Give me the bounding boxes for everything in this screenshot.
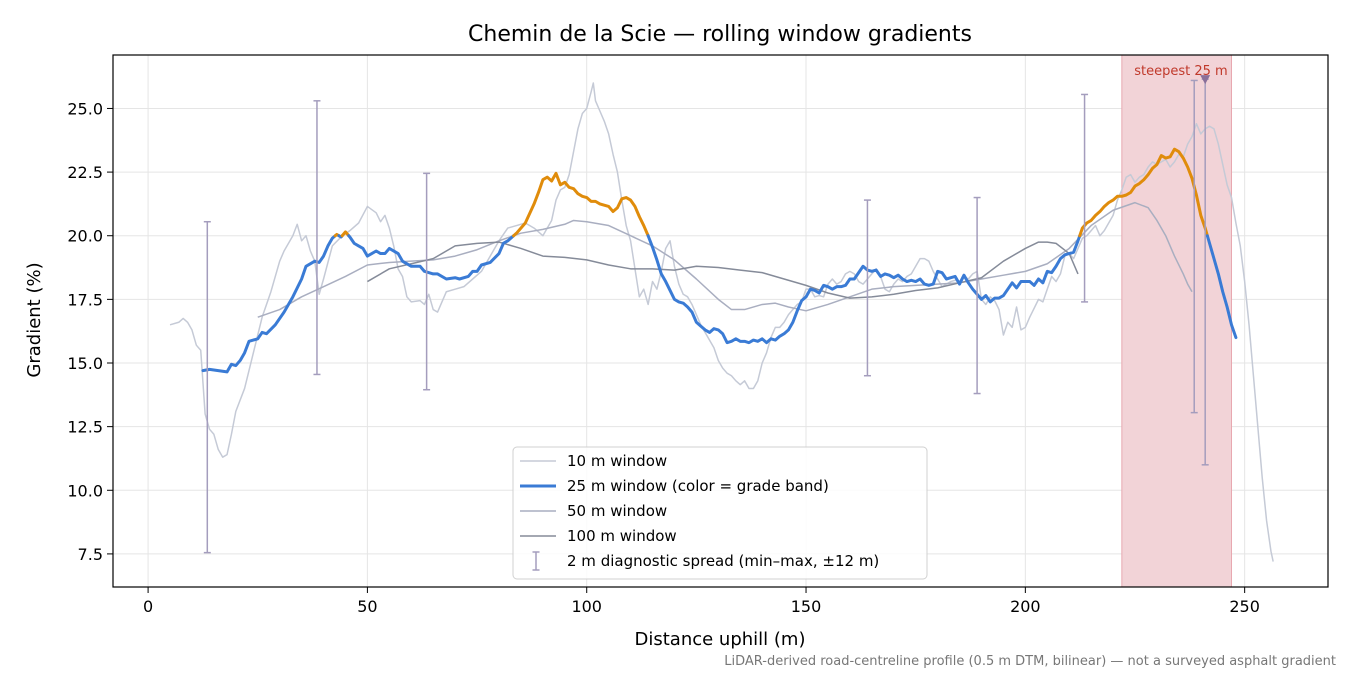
series-line-50-m-window — [257, 201, 1193, 318]
annotation-layer: steepest 25 m — [1134, 64, 1228, 85]
axes-frame — [112, 54, 1329, 588]
x-tick-label: 200 — [1010, 597, 1041, 616]
legend-label: 25 m window (color = grade band) — [567, 477, 829, 495]
x-tick-label: 100 — [571, 597, 602, 616]
x-tick-label: 50 — [357, 597, 377, 616]
series-layer — [169, 82, 1274, 562]
legend-box — [512, 446, 928, 580]
tick-labels: 0 50 100 150 200 250 7.5 10.0 12.5 15.0 17.5 20.0 22… — [67, 99, 1260, 616]
y-tick-label: 10.0 — [67, 481, 103, 500]
y-tick-label: 17.5 — [67, 290, 103, 309]
steepest-band — [1121, 54, 1233, 588]
axes — [112, 54, 1329, 588]
footnote: LiDAR-derived road-centreline profile (0… — [724, 654, 1336, 669]
diagnostic-spread-bars — [203, 78, 1209, 554]
y-tick-label: 7.5 — [78, 545, 103, 564]
x-tick-label: 150 — [791, 597, 822, 616]
series-line-100-m-window — [367, 241, 1079, 299]
y-tick-label: 25.0 — [67, 99, 103, 118]
chart-title: Chemin de la Scie — rolling window gradi… — [468, 22, 972, 47]
x-tick-label: 0 — [143, 597, 153, 616]
steepest-highlight — [1121, 54, 1233, 588]
series-25m-segment — [646, 234, 1082, 345]
series-25m-segment — [201, 234, 337, 374]
y-tick-label: 12.5 — [67, 418, 103, 437]
legend: 10 m window 25 m window (color = grade ba… — [512, 446, 928, 580]
y-tick-label: 15.0 — [67, 354, 103, 373]
legend-label: 10 m window — [567, 452, 667, 470]
x-tick-label: 250 — [1229, 597, 1260, 616]
series-25m-segment — [347, 234, 516, 281]
series-25m-segment — [512, 171, 650, 238]
series-25m-segment — [1205, 234, 1238, 340]
x-axis-label: Distance uphill (m) — [635, 629, 806, 650]
legend-label: 50 m window — [567, 502, 667, 520]
y-tick-label: 20.0 — [67, 227, 103, 246]
y-axis-label: Gradient (%) — [24, 262, 45, 377]
legend-label: 100 m window — [567, 527, 677, 545]
steepest-label: steepest 25 m — [1134, 64, 1227, 79]
series-25m-segment — [1078, 147, 1209, 238]
series-25m-segment — [340, 230, 351, 238]
series-line-10-m-window — [169, 82, 1274, 562]
legend-label: 2 m diagnostic spread (min–max, ±12 m) — [567, 552, 879, 570]
y-tick-label: 22.5 — [67, 163, 103, 182]
steepest-marker — [1200, 75, 1211, 85]
